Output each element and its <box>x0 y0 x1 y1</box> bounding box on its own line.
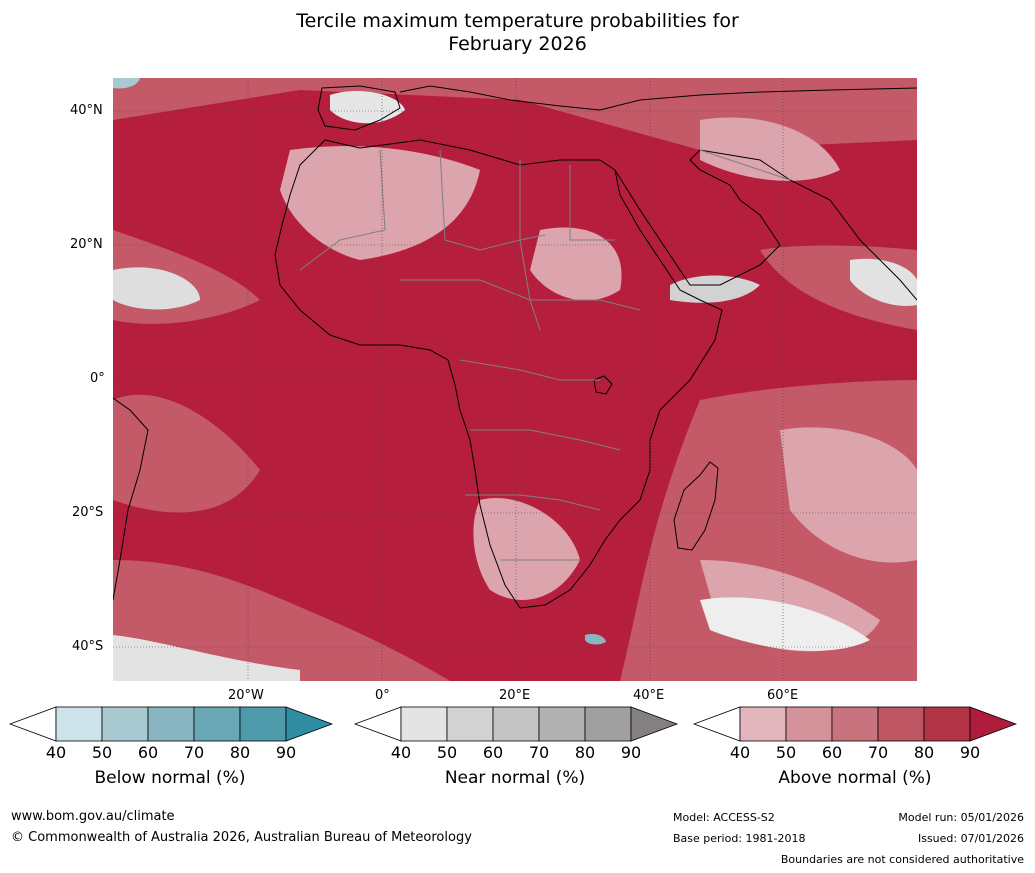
footer-issued: Issued: 07/01/2026 <box>917 832 1024 845</box>
colorbar-label-near: Near normal (%) <box>444 768 586 788</box>
lat-label-eq: 0° <box>90 371 105 386</box>
lat-label-20s: 20°S <box>72 505 104 520</box>
colorbar-label-below: Below normal (%) <box>94 768 246 788</box>
colorbar-near-normal <box>353 706 679 742</box>
colorbar-near-tick: 40 <box>390 743 412 762</box>
colorbar-below-min-arrow <box>8 706 57 742</box>
title-line-1: Tercile maximum temperature probabilitie… <box>296 10 739 32</box>
colorbar-near-min-arrow <box>353 706 402 742</box>
colorbar-near-segment <box>584 706 632 742</box>
footer-base-period: Base period: 1981-2018 <box>673 832 806 845</box>
lat-label-20n: 20°N <box>70 237 103 252</box>
colorbar-near-segment <box>446 706 494 742</box>
colorbar-near-tick: 80 <box>574 743 596 762</box>
lon-label-0: 0° <box>375 688 390 703</box>
colorbar-near-segment <box>400 706 448 742</box>
map-title: Tercile maximum temperature probabilitie… <box>0 10 1035 56</box>
lon-label-20w: 20°W <box>228 688 264 703</box>
country-borders <box>299 149 791 561</box>
footer-website: www.bom.gov.au/climate <box>11 809 175 824</box>
colorbar-above-segment <box>831 706 879 742</box>
colorbar-near-tick: 50 <box>436 743 458 762</box>
colorbar-near-segment <box>538 706 586 742</box>
colorbar-above-tick: 60 <box>821 743 843 762</box>
colorbar-near-tick: 70 <box>528 743 550 762</box>
colorbar-above-tick: 70 <box>867 743 889 762</box>
colorbar-above-segment <box>785 706 833 742</box>
colorbar-near-max-arrow <box>630 706 679 742</box>
colorbar-below-segment <box>147 706 195 742</box>
coastlines <box>113 85 917 609</box>
footer-model-run: Model run: 05/01/2026 <box>898 811 1024 824</box>
colorbar-above-tick: 90 <box>959 743 981 762</box>
colorbar-label-above: Above normal (%) <box>778 768 932 788</box>
colorbar-near-tick: 90 <box>620 743 642 762</box>
colorbar-below-tick: 50 <box>91 743 113 762</box>
colorbar-above-normal <box>692 706 1018 742</box>
colorbar-below-tick: 80 <box>229 743 251 762</box>
lat-label-40s: 40°S <box>72 639 104 654</box>
colorbar-above-tick: 50 <box>775 743 797 762</box>
lon-label-60e: 60°E <box>767 688 799 703</box>
lon-label-20e: 20°E <box>499 688 531 703</box>
colorbar-above-tick: 40 <box>729 743 751 762</box>
colorbar-below-normal <box>8 706 334 742</box>
footer-disclaimer: Boundaries are not considered authoritat… <box>780 853 1024 866</box>
colorbar-below-segment <box>239 706 287 742</box>
footer-copyright: © Commonwealth of Australia 2026, Austra… <box>11 830 472 845</box>
colorbar-above-segment <box>923 706 971 742</box>
colorbar-above-max-arrow <box>969 706 1018 742</box>
colorbar-below-max-arrow <box>285 706 334 742</box>
graticule <box>113 78 917 681</box>
colorbar-above-segment <box>739 706 787 742</box>
footer-model: Model: ACCESS-S2 <box>673 811 775 824</box>
colorbar-near-segment <box>492 706 540 742</box>
colorbar-near-tick: 60 <box>482 743 504 762</box>
title-line-2: February 2026 <box>448 33 587 55</box>
colorbar-below-tick: 60 <box>137 743 159 762</box>
colorbar-below-tick: 70 <box>183 743 205 762</box>
colorbar-above-min-arrow <box>692 706 741 742</box>
colorbar-above-tick: 80 <box>913 743 935 762</box>
probability-field <box>113 78 917 681</box>
colorbar-below-tick: 40 <box>45 743 67 762</box>
colorbar-below-segment <box>55 706 103 742</box>
colorbar-below-tick: 90 <box>275 743 297 762</box>
lon-label-40e: 40°E <box>633 688 665 703</box>
colorbar-below-segment <box>101 706 149 742</box>
colorbar-below-segment <box>193 706 241 742</box>
colorbar-above-segment <box>877 706 925 742</box>
lat-label-40n: 40°N <box>70 103 103 118</box>
